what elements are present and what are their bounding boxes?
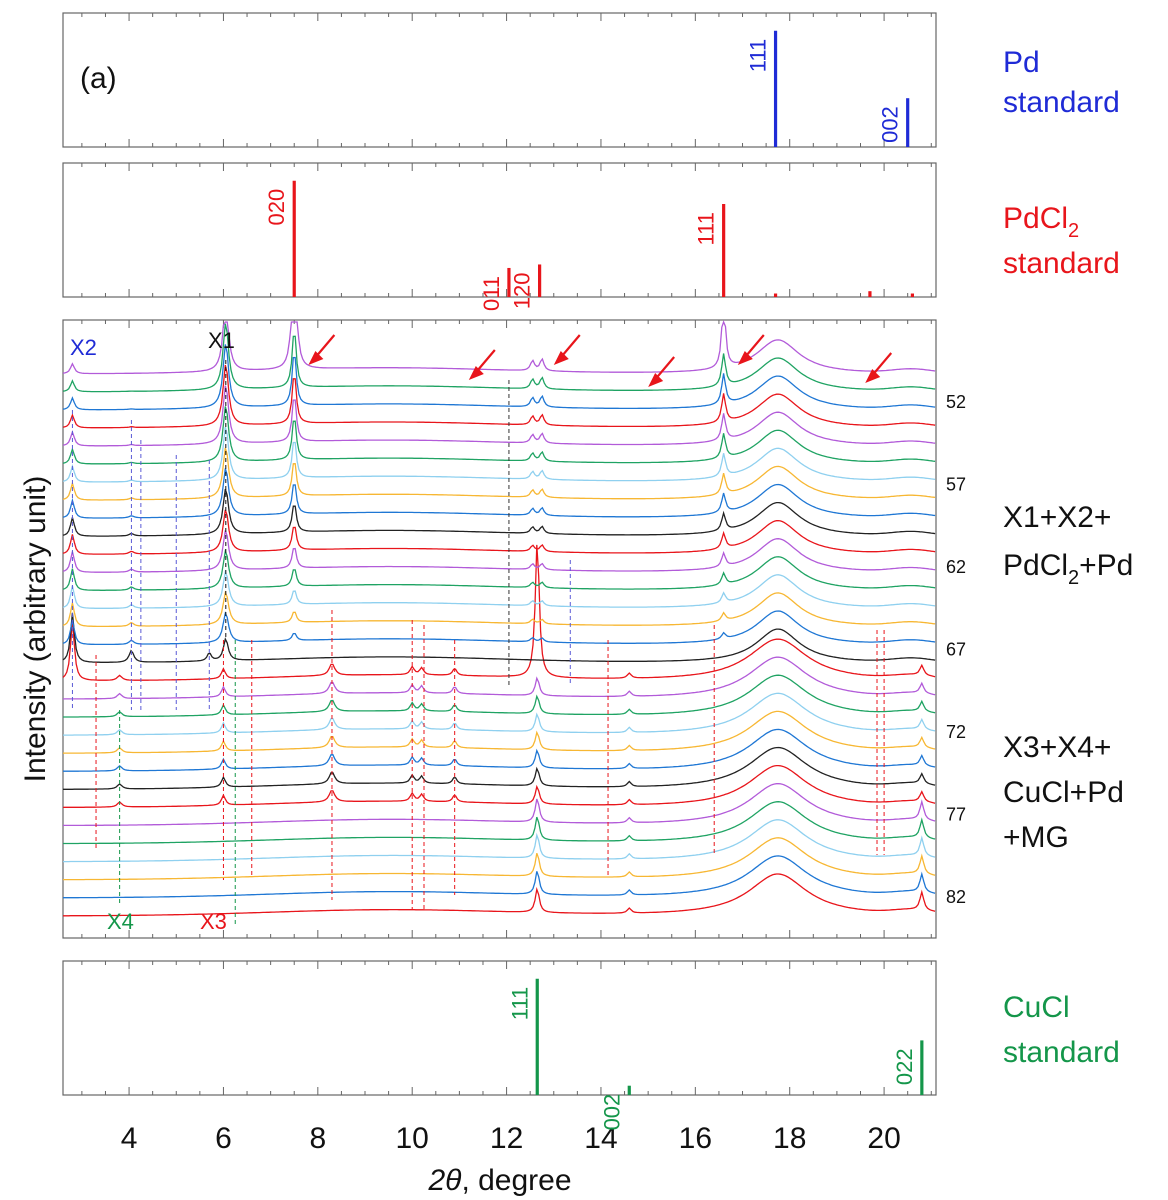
xrd-pattern-line — [62, 764, 936, 809]
xrd-pattern-line — [63, 873, 936, 917]
xrd-pattern-line — [62, 426, 936, 483]
hkl-label: 002 — [878, 106, 903, 143]
y-axis-label: Intensity (arbitrary unit) — [19, 476, 52, 783]
series-label: 52 — [946, 392, 966, 412]
phase-label: X4 — [107, 909, 134, 934]
x-tick-label: 20 — [867, 1122, 900, 1155]
x-tick-label: 10 — [396, 1122, 429, 1155]
hkl-label: 002 — [599, 1094, 624, 1131]
x-tick-label: 16 — [679, 1122, 712, 1155]
xrd-pattern-line — [62, 509, 936, 555]
xrd-pattern-line — [62, 710, 936, 754]
red-arrow-head — [308, 351, 324, 365]
x-tick-label: 18 — [773, 1122, 806, 1155]
hkl-label: 111 — [507, 987, 532, 1020]
series-label: 62 — [946, 557, 966, 577]
series-label: 77 — [946, 805, 966, 825]
red-arrow-head — [865, 369, 881, 383]
xrd-pattern-line — [62, 612, 936, 663]
xrd-pattern-line — [62, 364, 936, 429]
cucl-legend-line1: CuCl — [1003, 991, 1070, 1024]
hkl-label: 120 — [510, 272, 535, 309]
pd-legend-line1: Pd — [1003, 46, 1040, 79]
xrd-pattern-line — [63, 728, 936, 772]
series-label: 72 — [946, 722, 966, 742]
red-arrow-head — [648, 373, 664, 387]
xrd-pattern-line — [62, 320, 936, 375]
x-tick-label: 4 — [121, 1122, 138, 1155]
xrd-pattern-line — [63, 801, 936, 845]
pd-legend-line2: standard — [1003, 86, 1120, 119]
region1-subscript: 2 — [1068, 567, 1079, 589]
red-arrow-head — [553, 351, 569, 365]
xrd-pattern-line — [62, 488, 936, 537]
region1-line2: PdCl2+Pd — [1003, 549, 1133, 589]
pdcl2-legend-line1: PdCl2 — [1003, 202, 1079, 242]
xrd-pattern-line — [63, 819, 936, 863]
xrd-pattern-line — [63, 674, 936, 718]
xrd-pattern-line — [62, 656, 936, 700]
xrd-pattern-line — [62, 468, 936, 519]
xrd-pattern-line — [63, 837, 936, 881]
region2-line2: CuCl+Pd — [1003, 776, 1124, 809]
xrd-pattern-line — [62, 447, 936, 501]
region2-line3: +MG — [1003, 821, 1069, 854]
hkl-label: 111 — [746, 39, 771, 72]
xrd-pattern-line — [62, 548, 936, 591]
main-panel-frame — [62, 319, 937, 939]
hkl-label: 011 — [479, 276, 504, 311]
red-arrow-head — [737, 351, 753, 365]
xrd-pattern-line — [62, 569, 936, 609]
xrd-pattern-line — [62, 385, 936, 447]
xrd-pattern-line — [62, 406, 936, 465]
phase-label: X3 — [200, 909, 227, 934]
cucl-panel-frame — [62, 960, 937, 1096]
chart-marks: 4 6 8 10 12 14 16 18 20 111 002 020 011 120 111 111 002 0… — [62, 13, 966, 1155]
region2-line1: X3+X4+ — [1003, 731, 1111, 764]
red-arrow-head — [468, 366, 484, 380]
xrd-pattern-line — [62, 544, 936, 681]
xrd-pattern-line — [63, 692, 936, 736]
series-label: 67 — [946, 640, 966, 660]
xrd-pattern-line — [63, 746, 936, 790]
pd-panel-frame — [62, 12, 937, 148]
x-tick-label: 12 — [490, 1122, 523, 1155]
panel-label: (a) — [80, 62, 117, 95]
region1-line1: X1+X2+ — [1003, 501, 1111, 534]
xrd-pattern-line — [63, 855, 936, 899]
pdcl2-legend-line2: standard — [1003, 247, 1120, 280]
x-axis-label: 2θ, degree — [427, 1164, 571, 1197]
pdcl2-subscript: 2 — [1068, 220, 1079, 242]
pdcl2-panel-frame — [62, 162, 937, 298]
x-tick-label: 8 — [309, 1122, 326, 1155]
hkl-label: 020 — [264, 189, 289, 226]
xrd-pattern-line — [62, 530, 936, 573]
phase-label: X2 — [70, 335, 97, 360]
xrd-pattern-line — [63, 782, 936, 827]
xrd-pattern-line — [62, 344, 936, 411]
phase-label: X1 — [208, 328, 235, 353]
series-label: 57 — [946, 475, 966, 495]
hkl-label: 022 — [892, 1048, 917, 1085]
xrd-pattern-line — [62, 590, 936, 628]
xrd-pattern-line — [62, 610, 936, 646]
hkl-label: 111 — [694, 212, 719, 245]
x-tick-label: 14 — [584, 1122, 617, 1155]
x-tick-label: 6 — [215, 1122, 232, 1155]
cucl-legend-line2: standard — [1003, 1036, 1120, 1069]
xrd-pattern-line — [62, 323, 936, 393]
series-label: 82 — [946, 887, 966, 907]
